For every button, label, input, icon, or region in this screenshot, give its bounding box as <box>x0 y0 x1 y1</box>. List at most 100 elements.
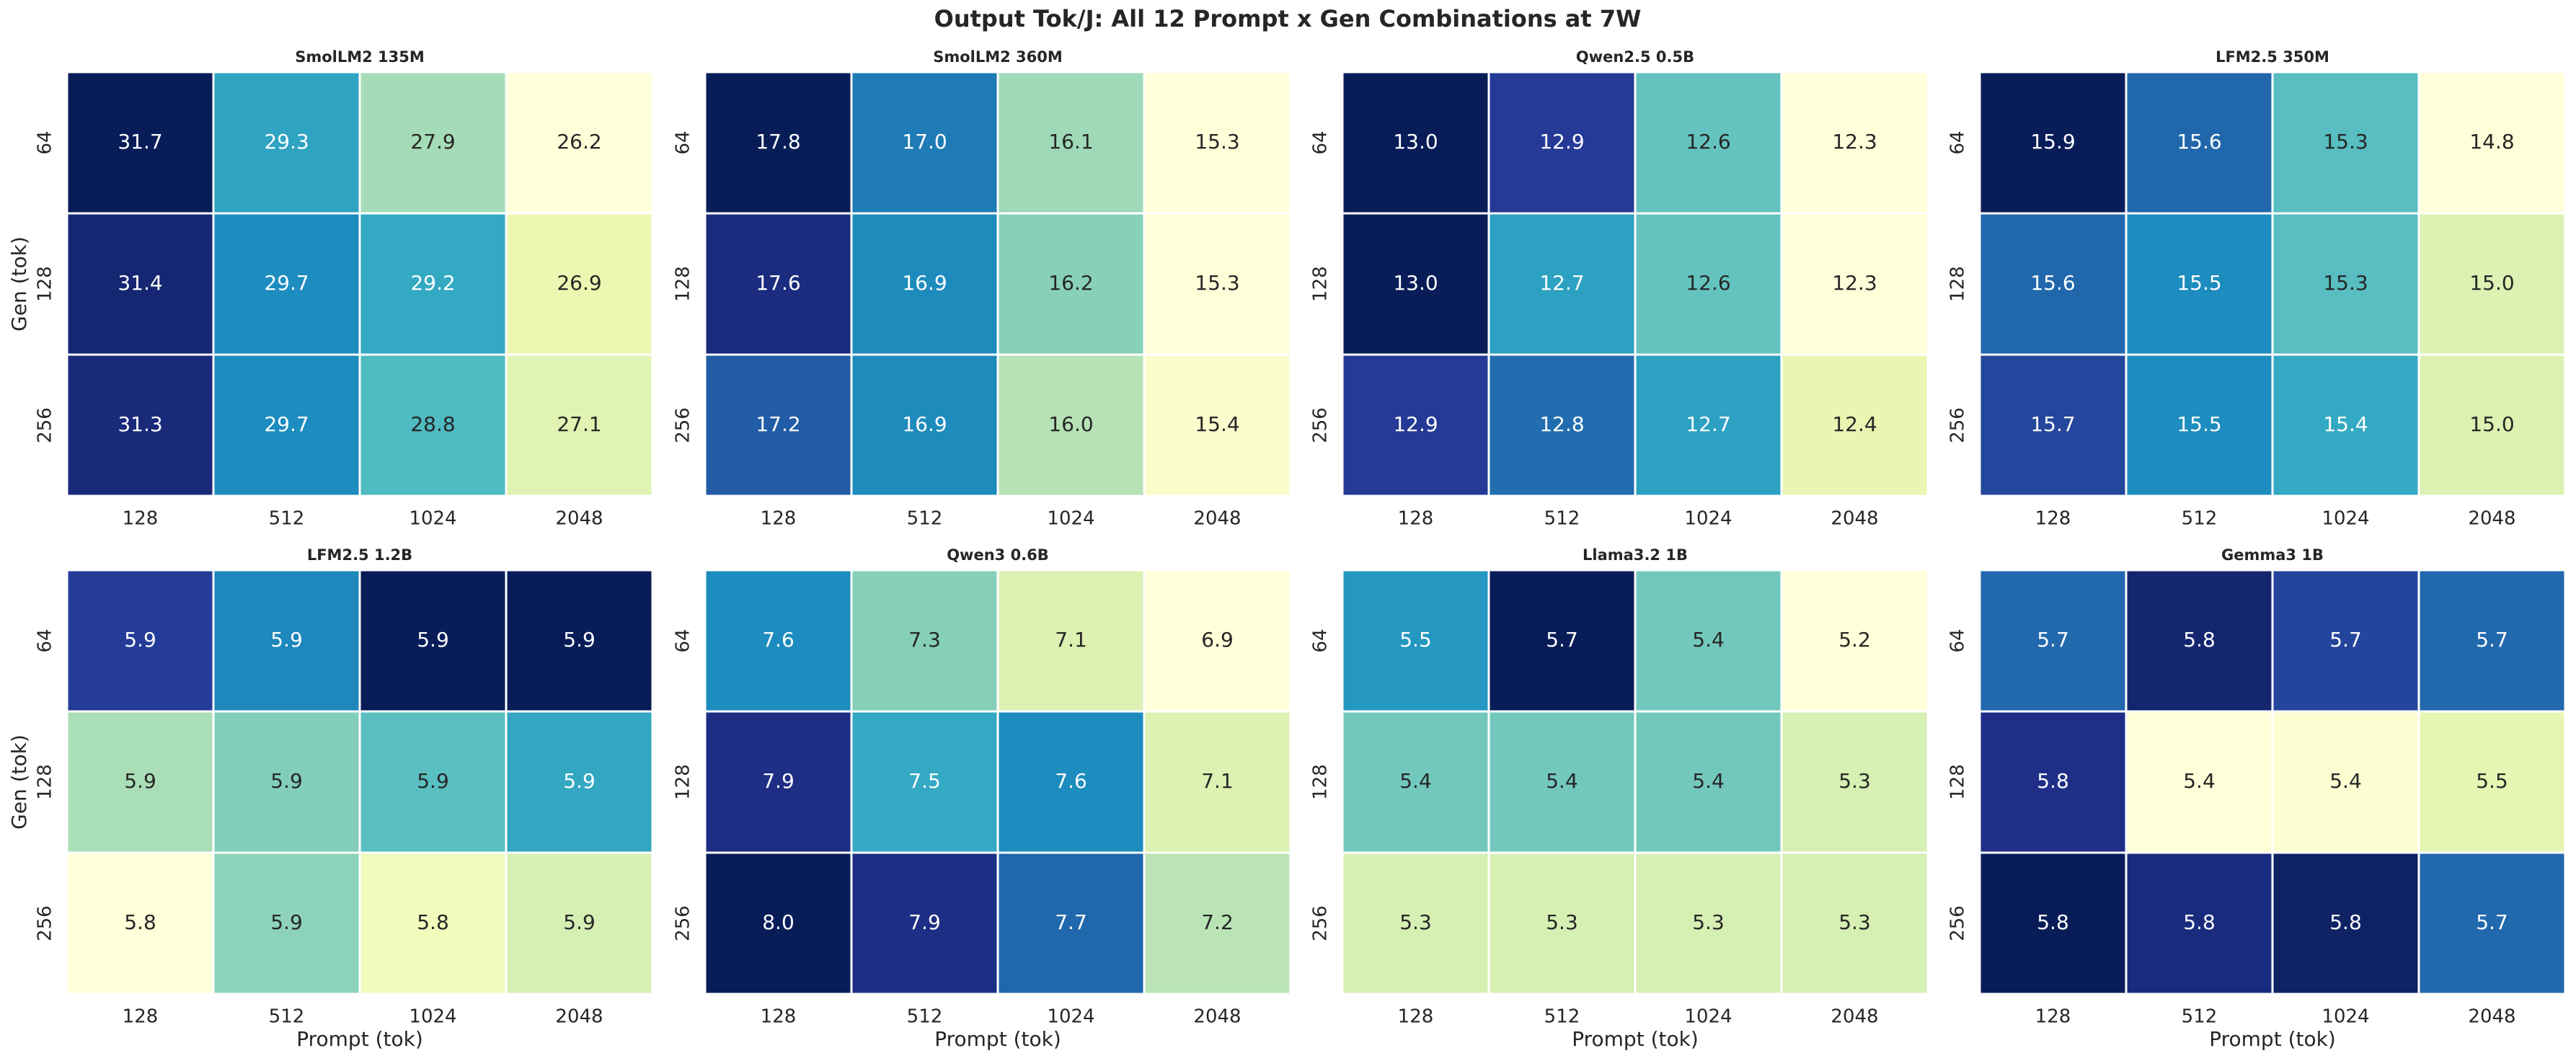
x-tick-label: 512 <box>1544 508 1580 530</box>
cell-label: 7.3 <box>908 628 941 652</box>
x-tick-label: 512 <box>269 508 305 530</box>
cell-label: 26.9 <box>557 271 601 295</box>
cell-label: 5.8 <box>2037 769 2069 793</box>
cell-label: 6.9 <box>1201 628 1234 652</box>
cell-label: 12.6 <box>1686 271 1730 295</box>
heatmap-cell <box>1634 710 1783 854</box>
heatmap-cell <box>1341 71 1490 215</box>
cell-label: 7.1 <box>1055 628 1087 652</box>
heatmap-cell <box>505 569 654 713</box>
y-axis-label: Gen (tok) <box>7 734 31 830</box>
cell-label: 5.9 <box>417 628 449 652</box>
y-tick-label: 64 <box>1947 629 1969 652</box>
cell-label: 5.5 <box>1399 628 1432 652</box>
heatmap-cell <box>212 71 361 215</box>
cell-label: 16.1 <box>1048 130 1093 154</box>
y-tick-label: 128 <box>35 764 56 800</box>
x-axis-label: Prompt (tok) <box>296 1027 423 1051</box>
heatmap-cell <box>2271 212 2420 356</box>
y-tick-label: 256 <box>1947 905 1969 941</box>
cell-label: 5.8 <box>2183 910 2216 934</box>
y-tick-label: 64 <box>1310 130 1332 154</box>
cell-label: 29.3 <box>264 130 309 154</box>
heatmap-cell <box>1780 851 1929 995</box>
x-tick-label: 128 <box>761 508 797 530</box>
heatmap-cell <box>1143 212 1292 356</box>
cell-label: 29.7 <box>264 271 309 295</box>
heatmap-cell <box>996 353 1146 497</box>
x-tick-label: 2048 <box>1831 1006 1878 1028</box>
cell-label: 15.7 <box>2030 412 2075 436</box>
heatmap-cell <box>996 710 1146 854</box>
cell-label: 16.0 <box>1048 412 1093 436</box>
cell-label: 15.3 <box>2323 130 2368 154</box>
heatmap-cell <box>1341 851 1490 995</box>
heatmap-cell <box>2125 212 2274 356</box>
heatmap-cell <box>1487 851 1637 995</box>
heatmap-cell <box>505 71 654 215</box>
x-tick-label: 2048 <box>1831 508 1878 530</box>
cell-label: 5.7 <box>2476 628 2508 652</box>
cell-label: 28.8 <box>410 412 455 436</box>
cell-label: 5.4 <box>1692 628 1725 652</box>
panel-title: Llama3.2 1B <box>1583 546 1688 564</box>
cell-label: 27.1 <box>557 412 601 436</box>
heatmap-cell <box>704 353 853 497</box>
cell-label: 15.4 <box>1195 412 1239 436</box>
heatmap-cell <box>1487 569 1637 713</box>
cell-label: 5.7 <box>2329 628 2362 652</box>
cell-label: 5.3 <box>1838 910 1871 934</box>
cell-label: 7.5 <box>908 769 941 793</box>
cell-label: 17.6 <box>756 271 800 295</box>
heatmap-cell <box>212 569 361 713</box>
cell-label: 12.3 <box>1832 130 1877 154</box>
heatmap-cell <box>2417 569 2567 713</box>
cell-label: 7.2 <box>1201 910 1234 934</box>
heatmap-cell <box>2417 71 2567 215</box>
x-tick-label: 1024 <box>1047 1006 1094 1028</box>
x-tick-label: 1024 <box>409 508 456 530</box>
y-tick-label: 128 <box>1310 266 1332 302</box>
y-tick-label: 64 <box>673 130 694 154</box>
heatmap-cell <box>1634 353 1783 497</box>
heatmap-cell <box>1780 71 1929 215</box>
heatmap-cell <box>2417 353 2567 497</box>
heatmap-cell <box>1978 851 2128 995</box>
cell-label: 17.0 <box>902 130 947 154</box>
cell-label: 12.9 <box>1393 412 1438 436</box>
x-axis-label: Prompt (tok) <box>2209 1027 2336 1051</box>
panel-title: LFM2.5 350M <box>2216 48 2329 66</box>
y-tick-label: 256 <box>673 905 694 941</box>
heatmap-cell <box>1780 710 1929 854</box>
cell-label: 5.8 <box>417 910 449 934</box>
heatmap-cell <box>1487 710 1637 854</box>
panel-title: Gemma3 1B <box>2221 546 2324 564</box>
y-tick-label: 128 <box>1310 764 1332 800</box>
cell-label: 17.2 <box>756 412 800 436</box>
x-tick-label: 2048 <box>2468 1006 2515 1028</box>
cell-label: 5.3 <box>1399 910 1432 934</box>
heatmap-cell <box>1143 710 1292 854</box>
panel-title: SmolLM2 360M <box>933 48 1063 66</box>
x-tick-label: 2048 <box>1193 1006 1241 1028</box>
heatmap-cell <box>1634 212 1783 356</box>
cell-label: 15.0 <box>2469 271 2514 295</box>
x-tick-label: 1024 <box>2322 1006 2369 1028</box>
cell-label: 5.4 <box>1692 769 1725 793</box>
heatmap-cell <box>1341 212 1490 356</box>
cell-label: 16.9 <box>902 271 947 295</box>
cell-label: 15.3 <box>2323 271 2368 295</box>
cell-label: 12.4 <box>1832 412 1877 436</box>
heatmap-cell <box>2125 353 2274 497</box>
cell-label: 5.4 <box>1399 769 1432 793</box>
cell-label: 15.6 <box>2177 130 2221 154</box>
y-tick-label: 64 <box>673 629 694 652</box>
heatmap-cell <box>358 569 508 713</box>
heatmap-cell <box>1143 71 1292 215</box>
cell-label: 5.3 <box>1546 910 1578 934</box>
y-tick-label: 128 <box>1947 266 1969 302</box>
heatmap-cell <box>358 710 508 854</box>
heatmap-cell <box>212 212 361 356</box>
